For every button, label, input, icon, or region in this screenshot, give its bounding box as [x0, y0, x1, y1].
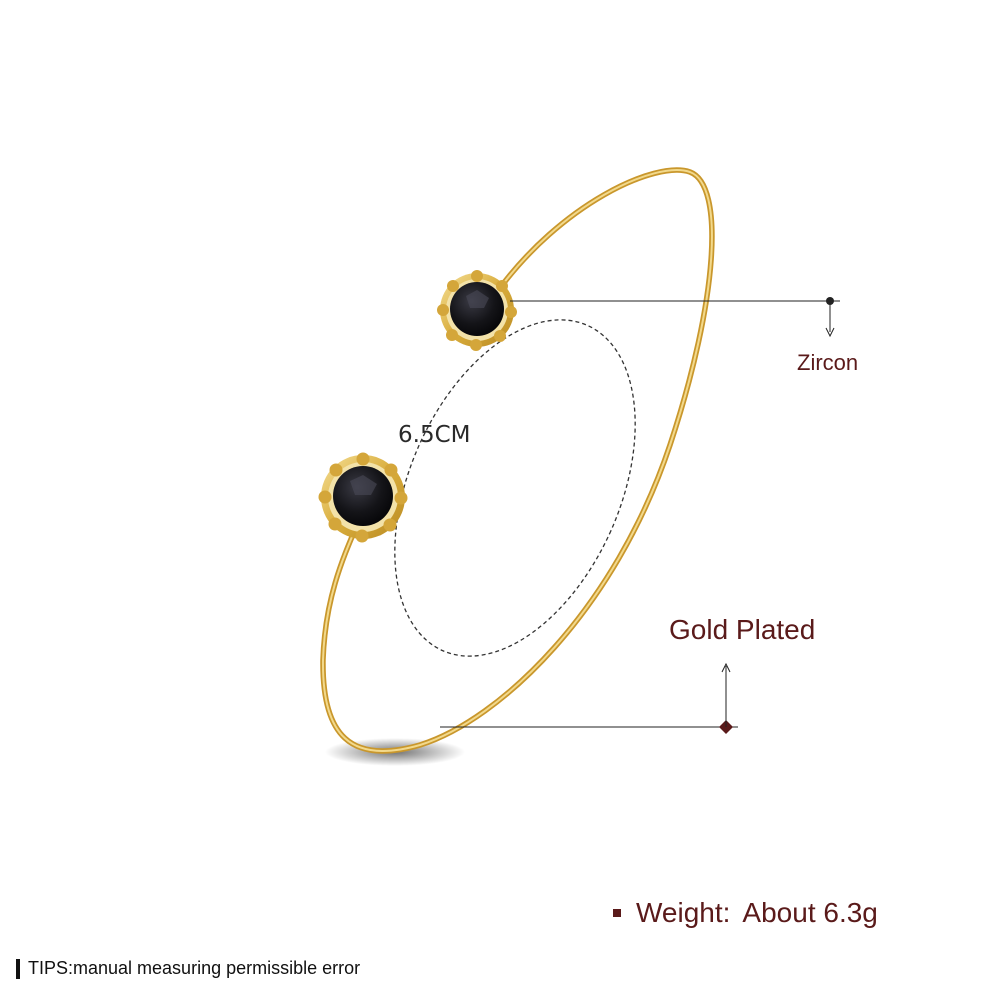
gold-plated-label: Gold Plated: [669, 614, 816, 645]
bangle-wire-highlight: [321, 169, 713, 753]
bullet-icon: [613, 909, 621, 917]
weight-spec: Weight: About 6.3g: [613, 897, 878, 929]
gold-plated-pointer: [440, 662, 738, 734]
zircon-label: Zircon: [797, 350, 859, 375]
weight-value: About 6.3g: [742, 897, 878, 928]
zircon-stone-upper: [437, 270, 517, 351]
weight-label: Weight:: [636, 897, 731, 928]
tips-note: TIPS:manual measuring permissible error: [16, 958, 360, 979]
tips-bar-icon: [16, 958, 20, 979]
diameter-guide: [394, 319, 636, 657]
tips-text: TIPS:manual measuring permissible error: [28, 958, 361, 978]
zircon-stone-lower: [318, 452, 408, 543]
zircon-pointer: [510, 297, 840, 338]
diameter-label: 6.5CM: [398, 422, 471, 448]
